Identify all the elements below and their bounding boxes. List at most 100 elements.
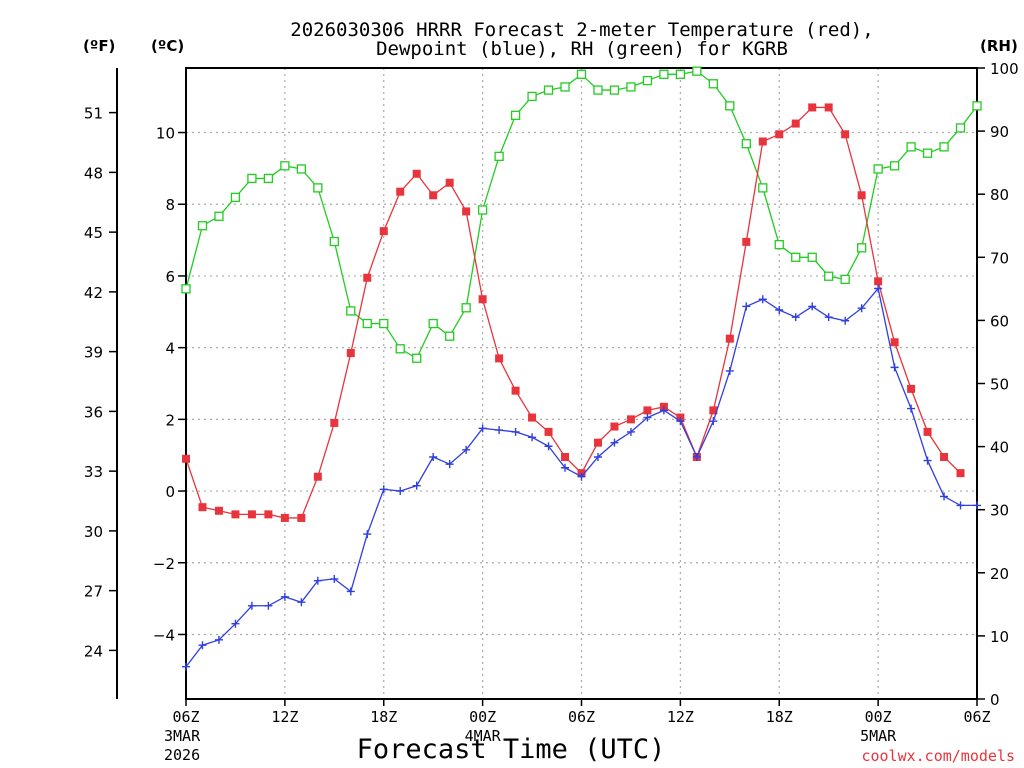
temperature-point: [923, 427, 932, 436]
dewpoint-point: [725, 366, 734, 375]
temperature-point: [907, 384, 916, 393]
dewpoint-point: [923, 456, 932, 465]
rh-series: [181, 66, 982, 363]
rh-tick-label: 80: [990, 186, 1009, 204]
dewpoint-point: [264, 601, 273, 610]
rh-point: [675, 69, 686, 79]
dewpoint-point: [890, 363, 899, 372]
rh-point: [379, 318, 389, 329]
dewpoint-point: [429, 452, 438, 461]
dewpoint-point: [841, 316, 850, 325]
dewpoint-point: [742, 302, 751, 311]
dewpoint-point: [231, 619, 240, 628]
temperature-point: [462, 207, 471, 216]
rh-point: [774, 240, 784, 250]
dewpoint-point: [511, 427, 520, 436]
fahrenheit-axis-unit: (ºF): [83, 37, 115, 55]
rh-point: [609, 85, 620, 95]
rh-point: [428, 318, 438, 329]
rh-point: [346, 306, 356, 316]
time-tick-label: 00Z: [469, 708, 496, 726]
temperature-point: [214, 506, 223, 515]
temperature-point: [313, 472, 322, 481]
rh-point: [791, 252, 801, 262]
rh-point: [955, 123, 966, 133]
dewpoint-point: [363, 530, 372, 539]
dewpoint-point: [577, 472, 586, 481]
rh-point: [412, 353, 422, 363]
temperature-point: [330, 418, 339, 427]
temperature-point: [626, 415, 635, 424]
rh-point: [445, 331, 455, 341]
dewpoint-point: [247, 601, 256, 610]
temperature-point: [808, 103, 817, 112]
rh-point: [543, 85, 554, 95]
temperature-point: [511, 386, 520, 395]
rh-tick-label: 20: [990, 565, 1009, 583]
dewpoint-point: [907, 404, 916, 413]
dewpoint-point: [940, 492, 949, 501]
dewpoint-point: [544, 442, 553, 451]
temperature-point: [725, 334, 734, 343]
rh-point: [708, 79, 718, 89]
dewpoint-point: [610, 438, 619, 447]
dewpoint-point: [379, 485, 388, 494]
temperature-point: [346, 349, 355, 358]
dewpoint-point: [659, 406, 668, 415]
dewpoint-point: [313, 576, 322, 585]
dewpoint-point: [297, 598, 306, 607]
temperature-point: [280, 513, 289, 522]
rh-point: [395, 344, 405, 354]
celsius-tick-label: −2: [153, 555, 175, 573]
time-tick-label: 12Z: [667, 708, 694, 726]
rh-tick-label: 30: [990, 502, 1009, 520]
celsius-tick-label: −4: [153, 626, 175, 644]
temperature-point: [791, 119, 800, 128]
plot-frame: [185, 67, 978, 700]
rh-point: [642, 75, 653, 86]
grid-lines: [186, 68, 977, 699]
rh-point: [659, 69, 669, 79]
dewpoint-point: [775, 306, 784, 315]
x-axis-title: Forecast Time (UTC): [357, 734, 666, 765]
temperature-point: [857, 191, 866, 200]
time-tick-label: 06Z: [568, 708, 595, 726]
celsius-axis-unit: (ºC): [151, 37, 184, 55]
rh-point: [939, 142, 949, 152]
temperature-point: [429, 191, 438, 200]
temperature-point: [890, 338, 899, 347]
temperature-point: [198, 503, 207, 512]
temperature-point: [478, 295, 487, 304]
temperature-point: [363, 273, 372, 282]
rh-point: [214, 211, 224, 221]
dewpoint-point: [462, 445, 471, 454]
rh-point: [824, 271, 834, 281]
dewpoint-point: [412, 481, 421, 490]
temperature-point: [231, 510, 240, 519]
rh-axis-unit: (RH): [980, 37, 1018, 55]
temperature-point: [610, 422, 619, 431]
fahrenheit-tick-label: 24: [84, 642, 103, 660]
temperature-point: [593, 438, 602, 447]
rh-axis: 0 10 20 30 40 50 60 70 80 90 100: [977, 60, 1019, 709]
rh-point: [329, 236, 339, 247]
rh-point: [626, 82, 636, 92]
temperature-line: [185, 106, 961, 519]
rh-point: [692, 66, 702, 76]
rh-point: [593, 85, 603, 95]
temperature-point: [709, 406, 718, 415]
date-label: 4MAR: [465, 727, 502, 745]
celsius-tick-label: 0: [165, 483, 175, 501]
dewpoint-point: [593, 452, 602, 461]
rh-tick-label: 10: [990, 628, 1009, 646]
temperature-point: [874, 277, 883, 286]
dewpoint-point: [857, 304, 866, 313]
dewpoint-point: [561, 463, 570, 472]
rh-point: [197, 221, 208, 231]
celsius-tick-label: 6: [165, 268, 175, 286]
dewpoint-point: [346, 587, 355, 596]
temperature-point: [445, 178, 454, 187]
time-tick-label: 18Z: [370, 708, 397, 726]
time-tick-label: 06Z: [172, 708, 199, 726]
temperature-point: [297, 513, 306, 522]
